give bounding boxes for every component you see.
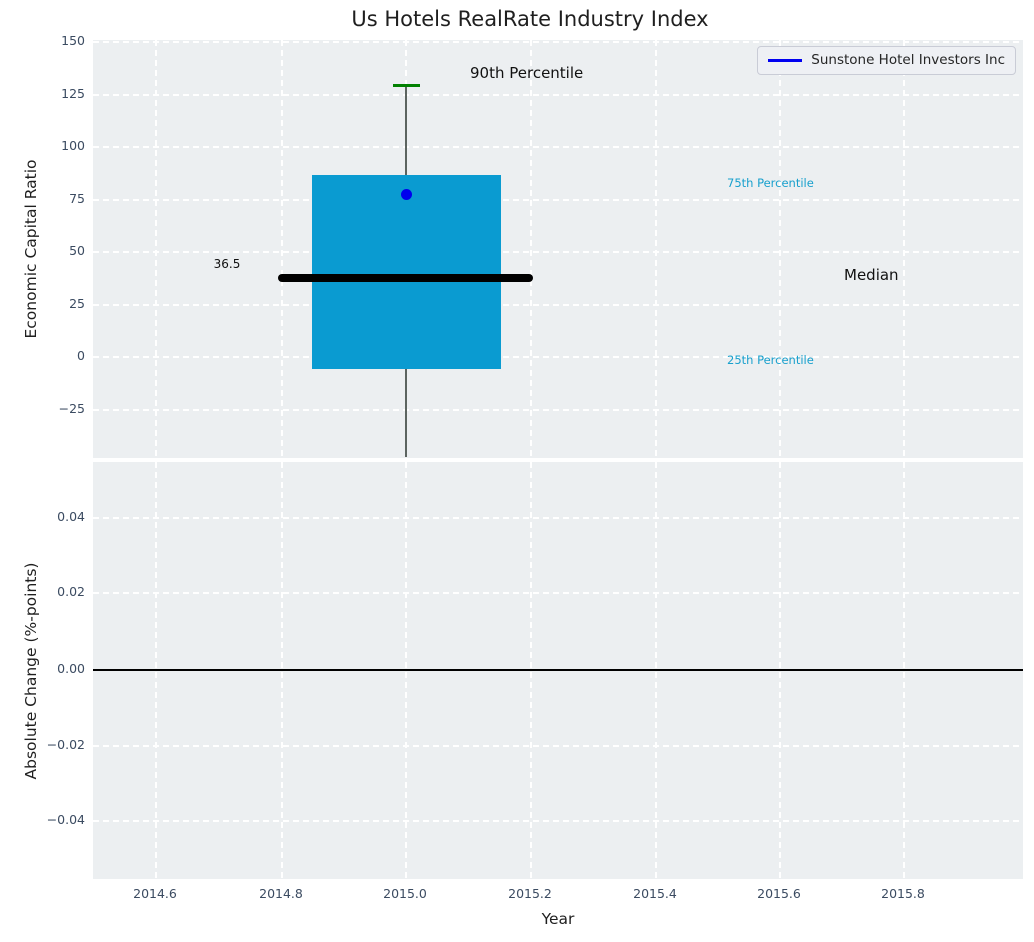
y-tick-label: −0.04 [46,812,85,827]
y-tick-label: 25 [69,296,85,311]
gridline-horizontal [93,146,1023,148]
y-tick-label: 100 [61,138,85,153]
y-tick-label: −25 [58,401,85,416]
gridline-vertical [903,40,905,458]
x-tick-label: 2015.8 [881,886,925,901]
gridline-horizontal [93,409,1023,411]
legend: Sunstone Hotel Investors Inc [757,46,1016,75]
whisker-cap-90th [393,84,420,88]
y-tick-label: 0.00 [57,661,85,676]
gridline-horizontal [93,199,1023,201]
y-tick-label: 0 [77,348,85,363]
iqr-box [312,175,501,369]
gridline-vertical [779,40,781,458]
gridline-vertical [155,40,157,458]
y-axis-label-bottom: Absolute Change (%-points) [22,562,40,779]
y-axis-label-top: Economic Capital Ratio [22,159,40,339]
x-tick-label: 2014.8 [259,886,303,901]
y-tick-label: 125 [61,86,85,101]
x-tick-label: 2015.2 [508,886,552,901]
gridline-horizontal [93,94,1023,96]
x-tick-label: 2015.6 [757,886,801,901]
x-axis-label: Year [541,910,575,928]
annotation-median-value: 36.5 [213,257,241,271]
annotation-90th-percentile: 90th Percentile [470,64,584,82]
y-tick-label: −0.02 [46,737,85,752]
gridline-horizontal [93,517,1023,519]
median-line [278,274,533,282]
gridline-horizontal [93,304,1023,306]
gridline-horizontal [93,820,1023,822]
x-tick-label: 2015.4 [633,886,677,901]
y-tick-label: 0.02 [57,584,85,599]
annotation-median: Median [844,266,899,284]
y-tick-label: 50 [69,243,85,258]
annotation-75th-percentile: 75th Percentile [727,176,814,190]
gridline-horizontal [93,356,1023,358]
company-marker-dot [401,189,412,200]
gridline-vertical [655,40,657,458]
gridline-horizontal [93,41,1023,43]
top-plot-area: 150 125 100 75 50 25 0 −25 Economic Capi… [22,33,1023,458]
annotation-25th-percentile: 25th Percentile [727,353,814,367]
gridline-horizontal [93,251,1023,253]
y-tick-label: 0.04 [57,509,85,524]
gridline-horizontal [93,745,1023,747]
bottom-plot-area: 0.04 0.02 0.00 −0.02 −0.04 2014.6 2014.8… [22,462,1023,928]
gridline-horizontal [93,592,1023,594]
y-tick-label: 150 [61,33,85,48]
chart-title: Us Hotels RealRate Industry Index [351,7,709,31]
zero-reference-line [93,669,1023,671]
legend-label: Sunstone Hotel Investors Inc [811,52,1005,68]
x-tick-label: 2015.0 [383,886,427,901]
gridline-vertical [530,40,532,458]
y-tick-label: 75 [69,191,85,206]
x-tick-label: 2014.6 [133,886,177,901]
gridline-vertical [281,40,283,458]
legend-line-sample [768,58,803,62]
